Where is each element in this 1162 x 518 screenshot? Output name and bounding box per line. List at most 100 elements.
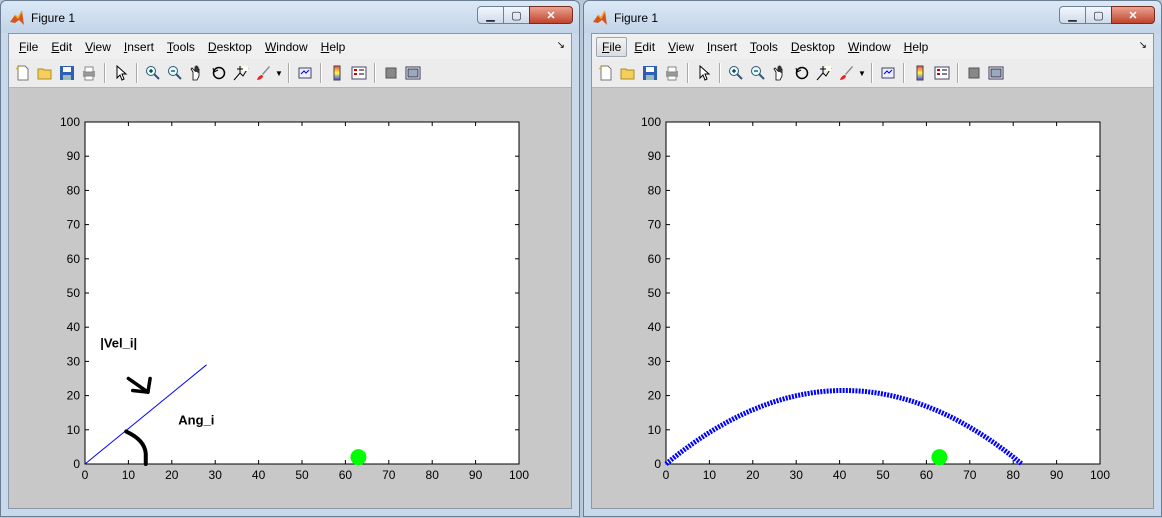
menu-insert[interactable]: Insert xyxy=(123,39,154,54)
y-tick-label: 20 xyxy=(67,389,81,403)
menu-desktop[interactable]: Desktop xyxy=(207,39,252,54)
y-tick-label: 20 xyxy=(648,389,662,403)
dock-arrow-icon[interactable]: ↘ xyxy=(556,40,565,51)
dock-arrow-icon[interactable]: ↘ xyxy=(1138,40,1147,51)
title-bar[interactable]: Figure 1 ▁ ▢ ✕ xyxy=(584,1,1161,33)
link-icon[interactable] xyxy=(294,62,316,84)
menu-help[interactable]: Help xyxy=(320,39,346,54)
plot-right[interactable]: 0 10 20 30 40 50 60 70 80 90 100 0 10 20 30 40 50 60 70 80 9… xyxy=(592,88,1155,518)
x-tick-label: 40 xyxy=(252,468,266,482)
menu-tools[interactable]: Tools xyxy=(166,39,195,54)
zoom-in-icon[interactable] xyxy=(725,62,747,84)
y-tick-label: 70 xyxy=(67,218,81,232)
x-tick-label: 30 xyxy=(790,468,804,482)
pan-icon[interactable] xyxy=(769,62,791,84)
menu-file[interactable]: File xyxy=(19,39,39,54)
legend-icon[interactable] xyxy=(931,62,953,84)
title-bar[interactable]: Figure 1 ▁ ▢ ✕ xyxy=(1,1,579,33)
x-tick-label: 70 xyxy=(382,468,396,482)
hide-tools-icon[interactable] xyxy=(963,62,985,84)
x-tick-label: 50 xyxy=(876,468,890,482)
colorbar-icon[interactable] xyxy=(326,62,348,84)
x-tick-label: 10 xyxy=(122,468,136,482)
trajectory-curve xyxy=(664,388,1024,466)
x-tick-label: 100 xyxy=(1090,468,1110,482)
menu-bar: File Edit View Insert Tools Desktop Wind… xyxy=(9,34,571,59)
y-tick-label: 80 xyxy=(648,183,662,197)
close-button[interactable]: ✕ xyxy=(529,6,573,24)
brush-icon[interactable] xyxy=(252,62,274,84)
x-tick-label: 30 xyxy=(209,468,223,482)
x-tick-label: 100 xyxy=(509,468,529,482)
rotate-icon[interactable] xyxy=(208,62,230,84)
figure-window-left: Figure 1 ▁ ▢ ✕ File Edit View Insert Too… xyxy=(0,0,580,517)
y-tick-label: 10 xyxy=(648,423,662,437)
hide-tools-icon[interactable] xyxy=(380,62,402,84)
pointer-icon[interactable] xyxy=(110,62,132,84)
x-tick-label: 80 xyxy=(1007,468,1021,482)
new-file-icon[interactable] xyxy=(12,62,34,84)
pan-icon[interactable] xyxy=(186,62,208,84)
minimize-button[interactable]: ▁ xyxy=(477,6,504,24)
y-tick-label: 60 xyxy=(648,252,662,266)
brush-dropdown-icon[interactable]: ▼ xyxy=(275,68,283,78)
print-icon[interactable] xyxy=(661,62,683,84)
rotate-icon[interactable] xyxy=(791,62,813,84)
menu-insert[interactable]: Insert xyxy=(706,39,737,54)
arrow-head xyxy=(130,376,152,394)
menu-file[interactable]: File xyxy=(596,36,628,57)
menu-tools[interactable]: Tools xyxy=(749,39,778,54)
menu-view[interactable]: View xyxy=(85,39,111,54)
y-tick-label: 30 xyxy=(648,354,662,368)
angle-arc xyxy=(124,429,148,466)
open-folder-icon[interactable] xyxy=(617,62,639,84)
legend-icon[interactable] xyxy=(348,62,370,84)
y-tick-label: 90 xyxy=(648,149,662,163)
menu-desktop[interactable]: Desktop xyxy=(790,39,835,54)
y-tick-label: 10 xyxy=(67,423,81,437)
brush-dropdown-icon[interactable]: ▼ xyxy=(858,68,866,78)
figure-window-right: Figure 1 ▁ ▢ ✕ File Edit View Insert Too… xyxy=(583,0,1162,517)
new-file-icon[interactable] xyxy=(595,62,617,84)
pointer-icon[interactable] xyxy=(693,62,715,84)
menu-help[interactable]: Help xyxy=(903,39,929,54)
zoom-in-icon[interactable] xyxy=(142,62,164,84)
menu-window[interactable]: Window xyxy=(264,39,308,54)
print-icon[interactable] xyxy=(78,62,100,84)
show-tools-icon[interactable] xyxy=(985,62,1007,84)
x-tick-label: 80 xyxy=(426,468,440,482)
show-tools-icon[interactable] xyxy=(402,62,424,84)
menu-bar: File Edit View Insert Tools Desktop Wind… xyxy=(592,34,1153,59)
y-tick-label: 50 xyxy=(67,286,81,300)
x-tick-label: 60 xyxy=(339,468,353,482)
menu-window[interactable]: Window xyxy=(847,39,891,54)
brush-icon[interactable] xyxy=(835,62,857,84)
close-button[interactable]: ✕ xyxy=(1111,6,1155,24)
menu-edit[interactable]: Edit xyxy=(634,39,656,54)
y-tick-label: 0 xyxy=(654,457,661,471)
x-tick-label: 90 xyxy=(469,468,483,482)
save-icon[interactable] xyxy=(56,62,78,84)
angle-label: Ang_i xyxy=(178,413,214,428)
x-tick-label: 20 xyxy=(165,468,179,482)
open-folder-icon[interactable] xyxy=(34,62,56,84)
zoom-out-icon[interactable] xyxy=(164,62,186,84)
data-cursor-icon[interactable] xyxy=(813,62,835,84)
data-cursor-icon[interactable] xyxy=(230,62,252,84)
x-tick-label: 50 xyxy=(295,468,309,482)
zoom-out-icon[interactable] xyxy=(747,62,769,84)
maximize-button[interactable]: ▢ xyxy=(503,6,530,24)
menu-edit[interactable]: Edit xyxy=(51,39,73,54)
x-tick-label: 20 xyxy=(746,468,760,482)
figure-toolbar: ▼ xyxy=(9,59,571,88)
menu-view[interactable]: View xyxy=(668,39,694,54)
minimize-button[interactable]: ▁ xyxy=(1059,6,1086,24)
velocity-label: |Vel_i| xyxy=(100,336,137,351)
plot-left[interactable]: 0 10 20 30 40 50 60 70 80 90 100 0 10 20 30 40 50 60 70 80 9… xyxy=(9,88,573,518)
link-icon[interactable] xyxy=(877,62,899,84)
save-icon[interactable] xyxy=(639,62,661,84)
colorbar-icon[interactable] xyxy=(909,62,931,84)
x-tick-label: 0 xyxy=(663,468,670,482)
y-tick-label: 50 xyxy=(648,286,662,300)
maximize-button[interactable]: ▢ xyxy=(1085,6,1112,24)
